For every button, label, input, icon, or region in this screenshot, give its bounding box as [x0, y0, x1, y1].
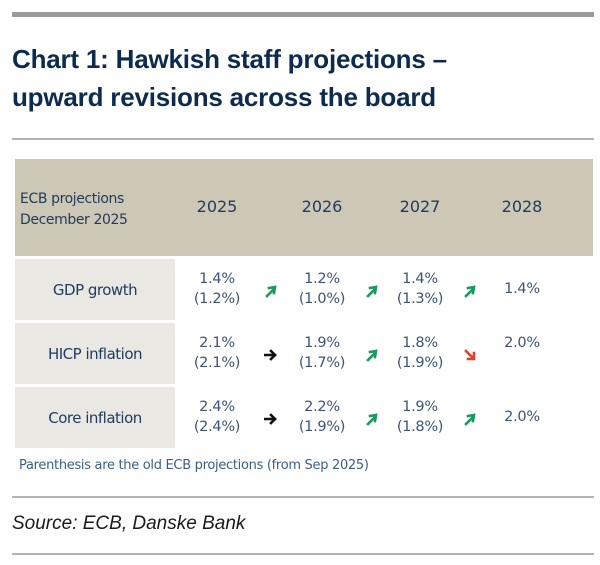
new-projection: 1.4%	[199, 271, 235, 287]
arrow-flat-icon	[264, 413, 277, 425]
old-projection: (1.0%)	[298, 291, 346, 307]
new-projection: 1.9%	[402, 399, 438, 415]
header-label-line-2: December 2025	[20, 212, 128, 228]
table-header-label: ECB projections December 2025	[20, 189, 128, 231]
new-projection: 1.4%	[504, 281, 540, 297]
arrow-up-icon	[366, 413, 378, 426]
old-projection: (2.4%)	[193, 419, 241, 435]
row-label: HICP inflation	[15, 323, 175, 384]
table-note: Parenthesis are the old ECB projections …	[19, 458, 369, 473]
new-projection: 1.2%	[304, 271, 340, 287]
table-cell: 1.9% (1.8%)	[380, 397, 460, 437]
arrow-up-icon	[366, 349, 378, 362]
title-line-1: Chart 1: Hawkish staff projections –	[12, 44, 447, 74]
arrow-up-icon	[265, 285, 277, 298]
source-text: Source: ECB, Danske Bank	[12, 513, 246, 534]
new-projection: 1.9%	[304, 335, 340, 351]
table-cell: 2.2% (1.9%)	[282, 397, 362, 437]
column-header-2026: 2026	[301, 197, 343, 216]
new-projection: 1.8%	[402, 335, 438, 351]
old-projection: (1.3%)	[396, 291, 444, 307]
old-projection: (1.2%)	[193, 291, 241, 307]
new-projection: 1.4%	[402, 271, 438, 287]
row-label: GDP growth	[15, 259, 175, 320]
table-cell: 1.4% (1.2%)	[177, 269, 257, 309]
new-projection: 2.2%	[304, 399, 340, 415]
arrow-down-icon	[464, 349, 476, 361]
table-cell: 1.9% (1.7%)	[282, 333, 362, 373]
row-label: Core inflation	[15, 387, 175, 448]
top-divider	[12, 12, 594, 17]
old-projection: (1.9%)	[298, 419, 346, 435]
table-cell: 1.2% (1.0%)	[282, 269, 362, 309]
table-cell: 1.4% (1.3%)	[380, 269, 460, 309]
title-divider	[12, 138, 594, 140]
old-projection: (2.1%)	[193, 355, 241, 371]
column-header-2025: 2025	[196, 197, 238, 216]
arrow-up-icon	[464, 285, 476, 298]
new-projection: 2.4%	[199, 399, 235, 415]
table-cell: 1.4%	[482, 279, 562, 299]
new-projection: 2.0%	[504, 335, 540, 351]
title-line-2: upward revisions across the board	[12, 82, 436, 112]
new-projection: 2.0%	[504, 409, 540, 425]
column-header-2027: 2027	[399, 197, 441, 216]
new-projection: 2.1%	[199, 335, 235, 351]
note-divider	[12, 496, 594, 498]
table-cell: 1.8% (1.9%)	[380, 333, 460, 373]
bottom-divider	[12, 553, 594, 555]
table-header: ECB projections December 2025 2025 2026 …	[15, 159, 593, 256]
header-label-line-1: ECB projections	[20, 191, 124, 207]
arrow-flat-icon	[264, 349, 277, 361]
page-title: Chart 1: Hawkish staff projections – upw…	[12, 40, 582, 116]
old-projection: (1.9%)	[396, 355, 444, 371]
table-cell: 2.0%	[482, 407, 562, 427]
column-header-2028: 2028	[501, 197, 543, 216]
arrow-up-icon	[464, 413, 476, 426]
table-cell: 2.4% (2.4%)	[177, 397, 257, 437]
arrow-up-icon	[366, 285, 378, 298]
old-projection: (1.8%)	[396, 419, 444, 435]
table-cell: 2.1% (2.1%)	[177, 333, 257, 373]
table-cell: 2.0%	[482, 333, 562, 353]
old-projection: (1.7%)	[298, 355, 346, 371]
